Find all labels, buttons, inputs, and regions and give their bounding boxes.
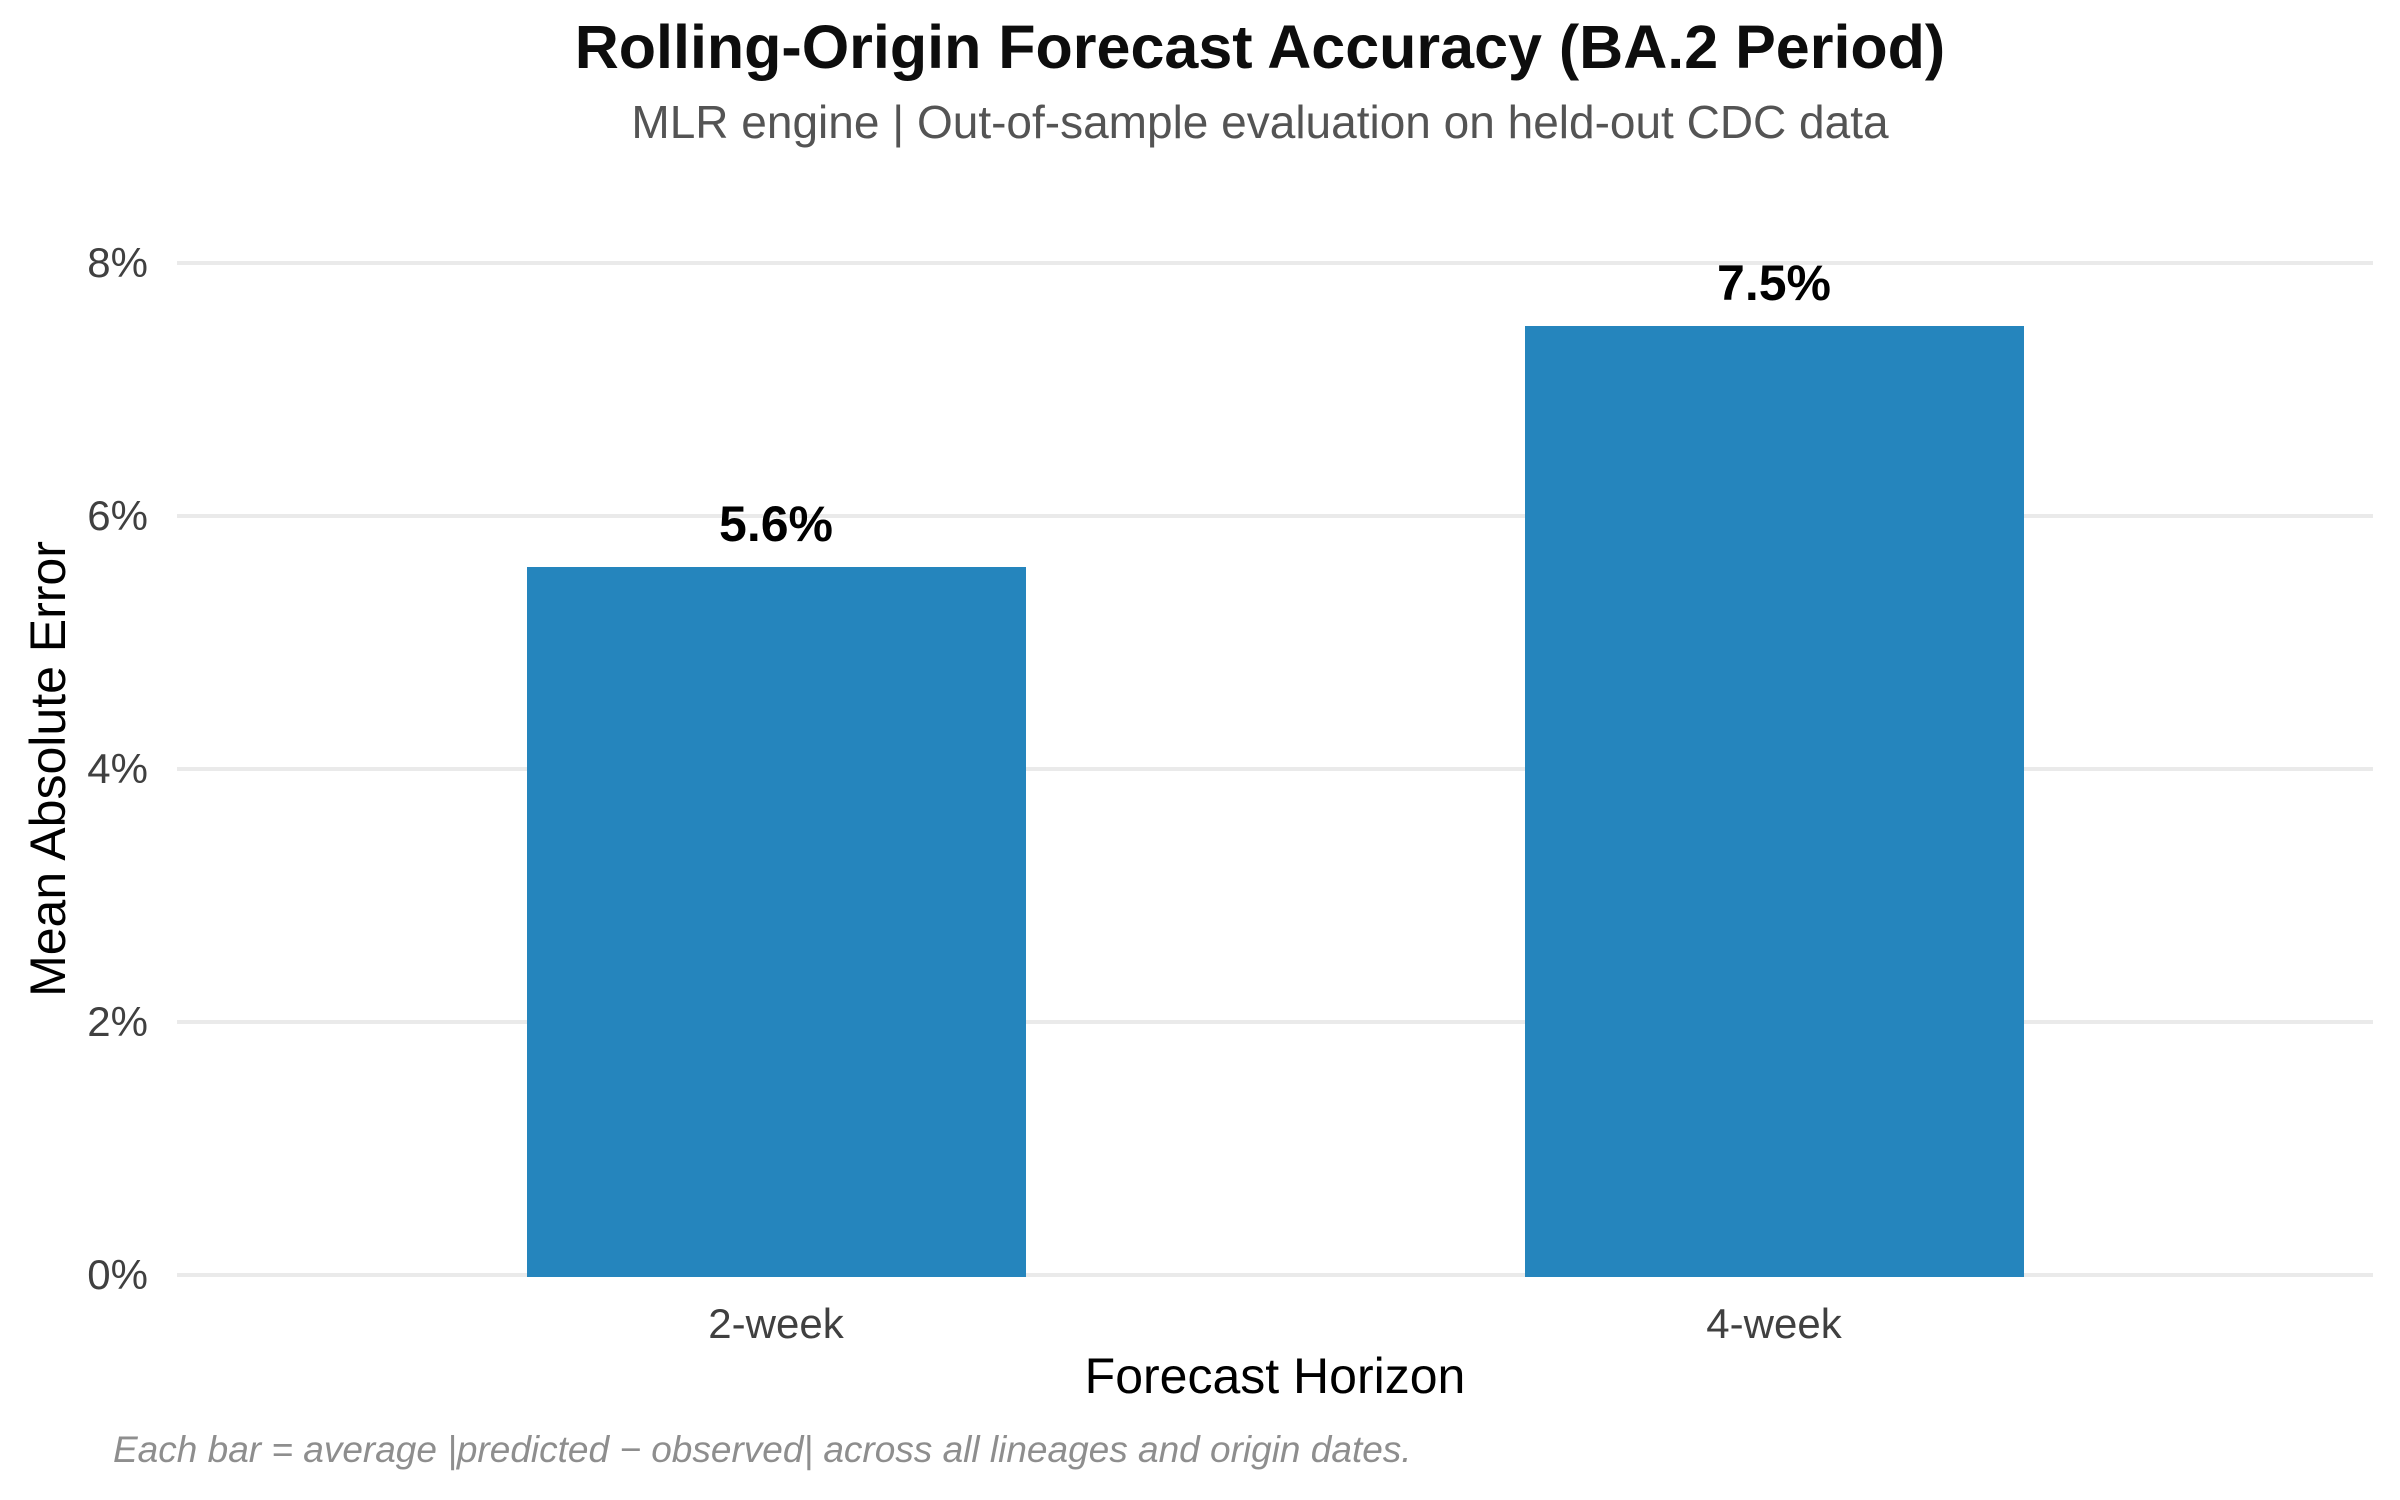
x-axis-label: Forecast Horizon <box>1084 1348 1466 1404</box>
bar-value-label-2-week: 5.6% <box>719 496 833 552</box>
gridline-8% <box>177 261 2373 265</box>
y-tick-label-6%: 6% <box>87 492 148 539</box>
y-tick-label-8%: 8% <box>87 239 148 286</box>
chart-footnote: Each bar = average |predicted − observed… <box>113 1429 1412 1470</box>
bar-4-week <box>1524 326 2024 1277</box>
chart-subtitle: MLR engine | Out-of-sample evaluation on… <box>631 96 1889 148</box>
x-tick-label-4-week: 4-week <box>1706 1300 1842 1347</box>
gridline-2% <box>177 1020 2373 1024</box>
y-tick-label-0%: 0% <box>87 1251 148 1298</box>
y-tick-label-4%: 4% <box>87 745 148 792</box>
x-tick-label-2-week: 2-week <box>708 1300 844 1347</box>
gridline-0% <box>177 1273 2373 1277</box>
bar-value-label-4-week: 7.5% <box>1717 255 1831 311</box>
y-tick-label-2%: 2% <box>87 998 148 1045</box>
gridline-6% <box>177 514 2373 518</box>
chart-title: Rolling-Origin Forecast Accuracy (BA.2 P… <box>574 13 1946 81</box>
bar-2-week <box>526 567 1026 1277</box>
gridline-4% <box>177 767 2373 771</box>
